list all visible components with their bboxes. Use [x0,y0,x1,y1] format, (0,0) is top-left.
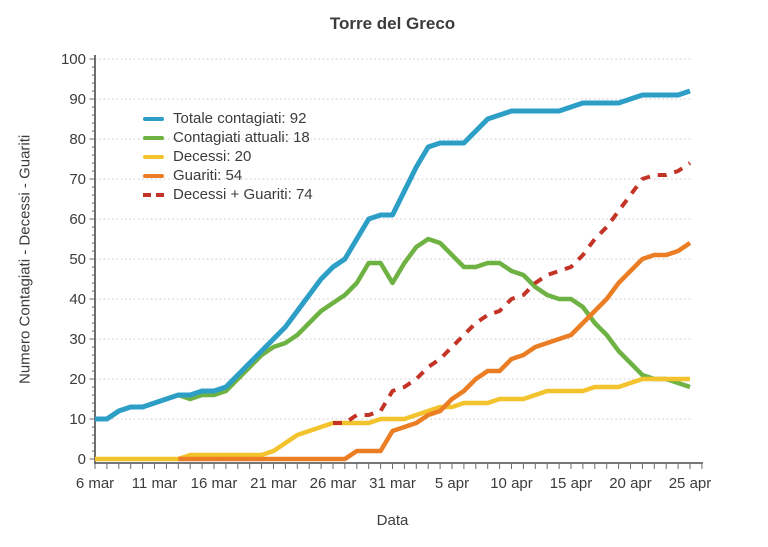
series-line-2-decessi [95,376,690,462]
legend-label-decessi: Decessi: 20 [173,148,252,165]
legend-swatch-decessi-guariti [143,192,164,197]
y-axis-label: Numero Contagiati - Decessi - Guariti [16,134,34,384]
legend-label-contagiati-attuali: Contagiati attuali: 18 [173,129,310,146]
series-line-4-decessi-guariti [333,161,692,425]
legend-item-guariti: Guariti: 54 [143,166,313,185]
x-axis-label: Data [376,512,409,529]
legend-label-decessi-guariti: Decessi + Guariti: 74 [173,186,313,203]
series-line-0-totale-contagiati [95,88,691,422]
series-line-3-guariti [178,241,692,462]
chart-title: Torre del Greco [329,14,456,33]
legend-item-totale-contagiati: Totale contagiati: 92 [143,109,313,128]
legend: Totale contagiati: 92 Contagiati attuali… [143,109,313,204]
legend-swatch-contagiati-attuali [143,135,164,140]
legend-label-totale-contagiati: Totale contagiati: 92 [173,110,307,127]
legend-label-guariti: Guariti: 54 [173,167,243,184]
legend-swatch-guariti [143,173,164,178]
legend-swatch-totale-contagiati [143,116,164,121]
legend-item-contagiati-attuali: Contagiati attuali: 18 [143,128,313,147]
legend-item-decessi-guariti: Decessi + Guariti: 74 [143,185,313,204]
legend-swatch-decessi [143,154,164,159]
legend-item-decessi: Decessi: 20 [143,147,313,166]
